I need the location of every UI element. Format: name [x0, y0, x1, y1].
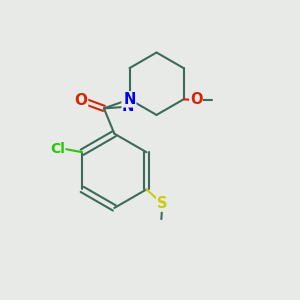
Text: S: S — [157, 196, 167, 211]
Text: O: O — [74, 93, 88, 108]
Text: N: N — [122, 99, 134, 114]
Text: O: O — [190, 92, 202, 107]
Text: Cl: Cl — [50, 142, 65, 156]
Text: N: N — [123, 92, 136, 107]
